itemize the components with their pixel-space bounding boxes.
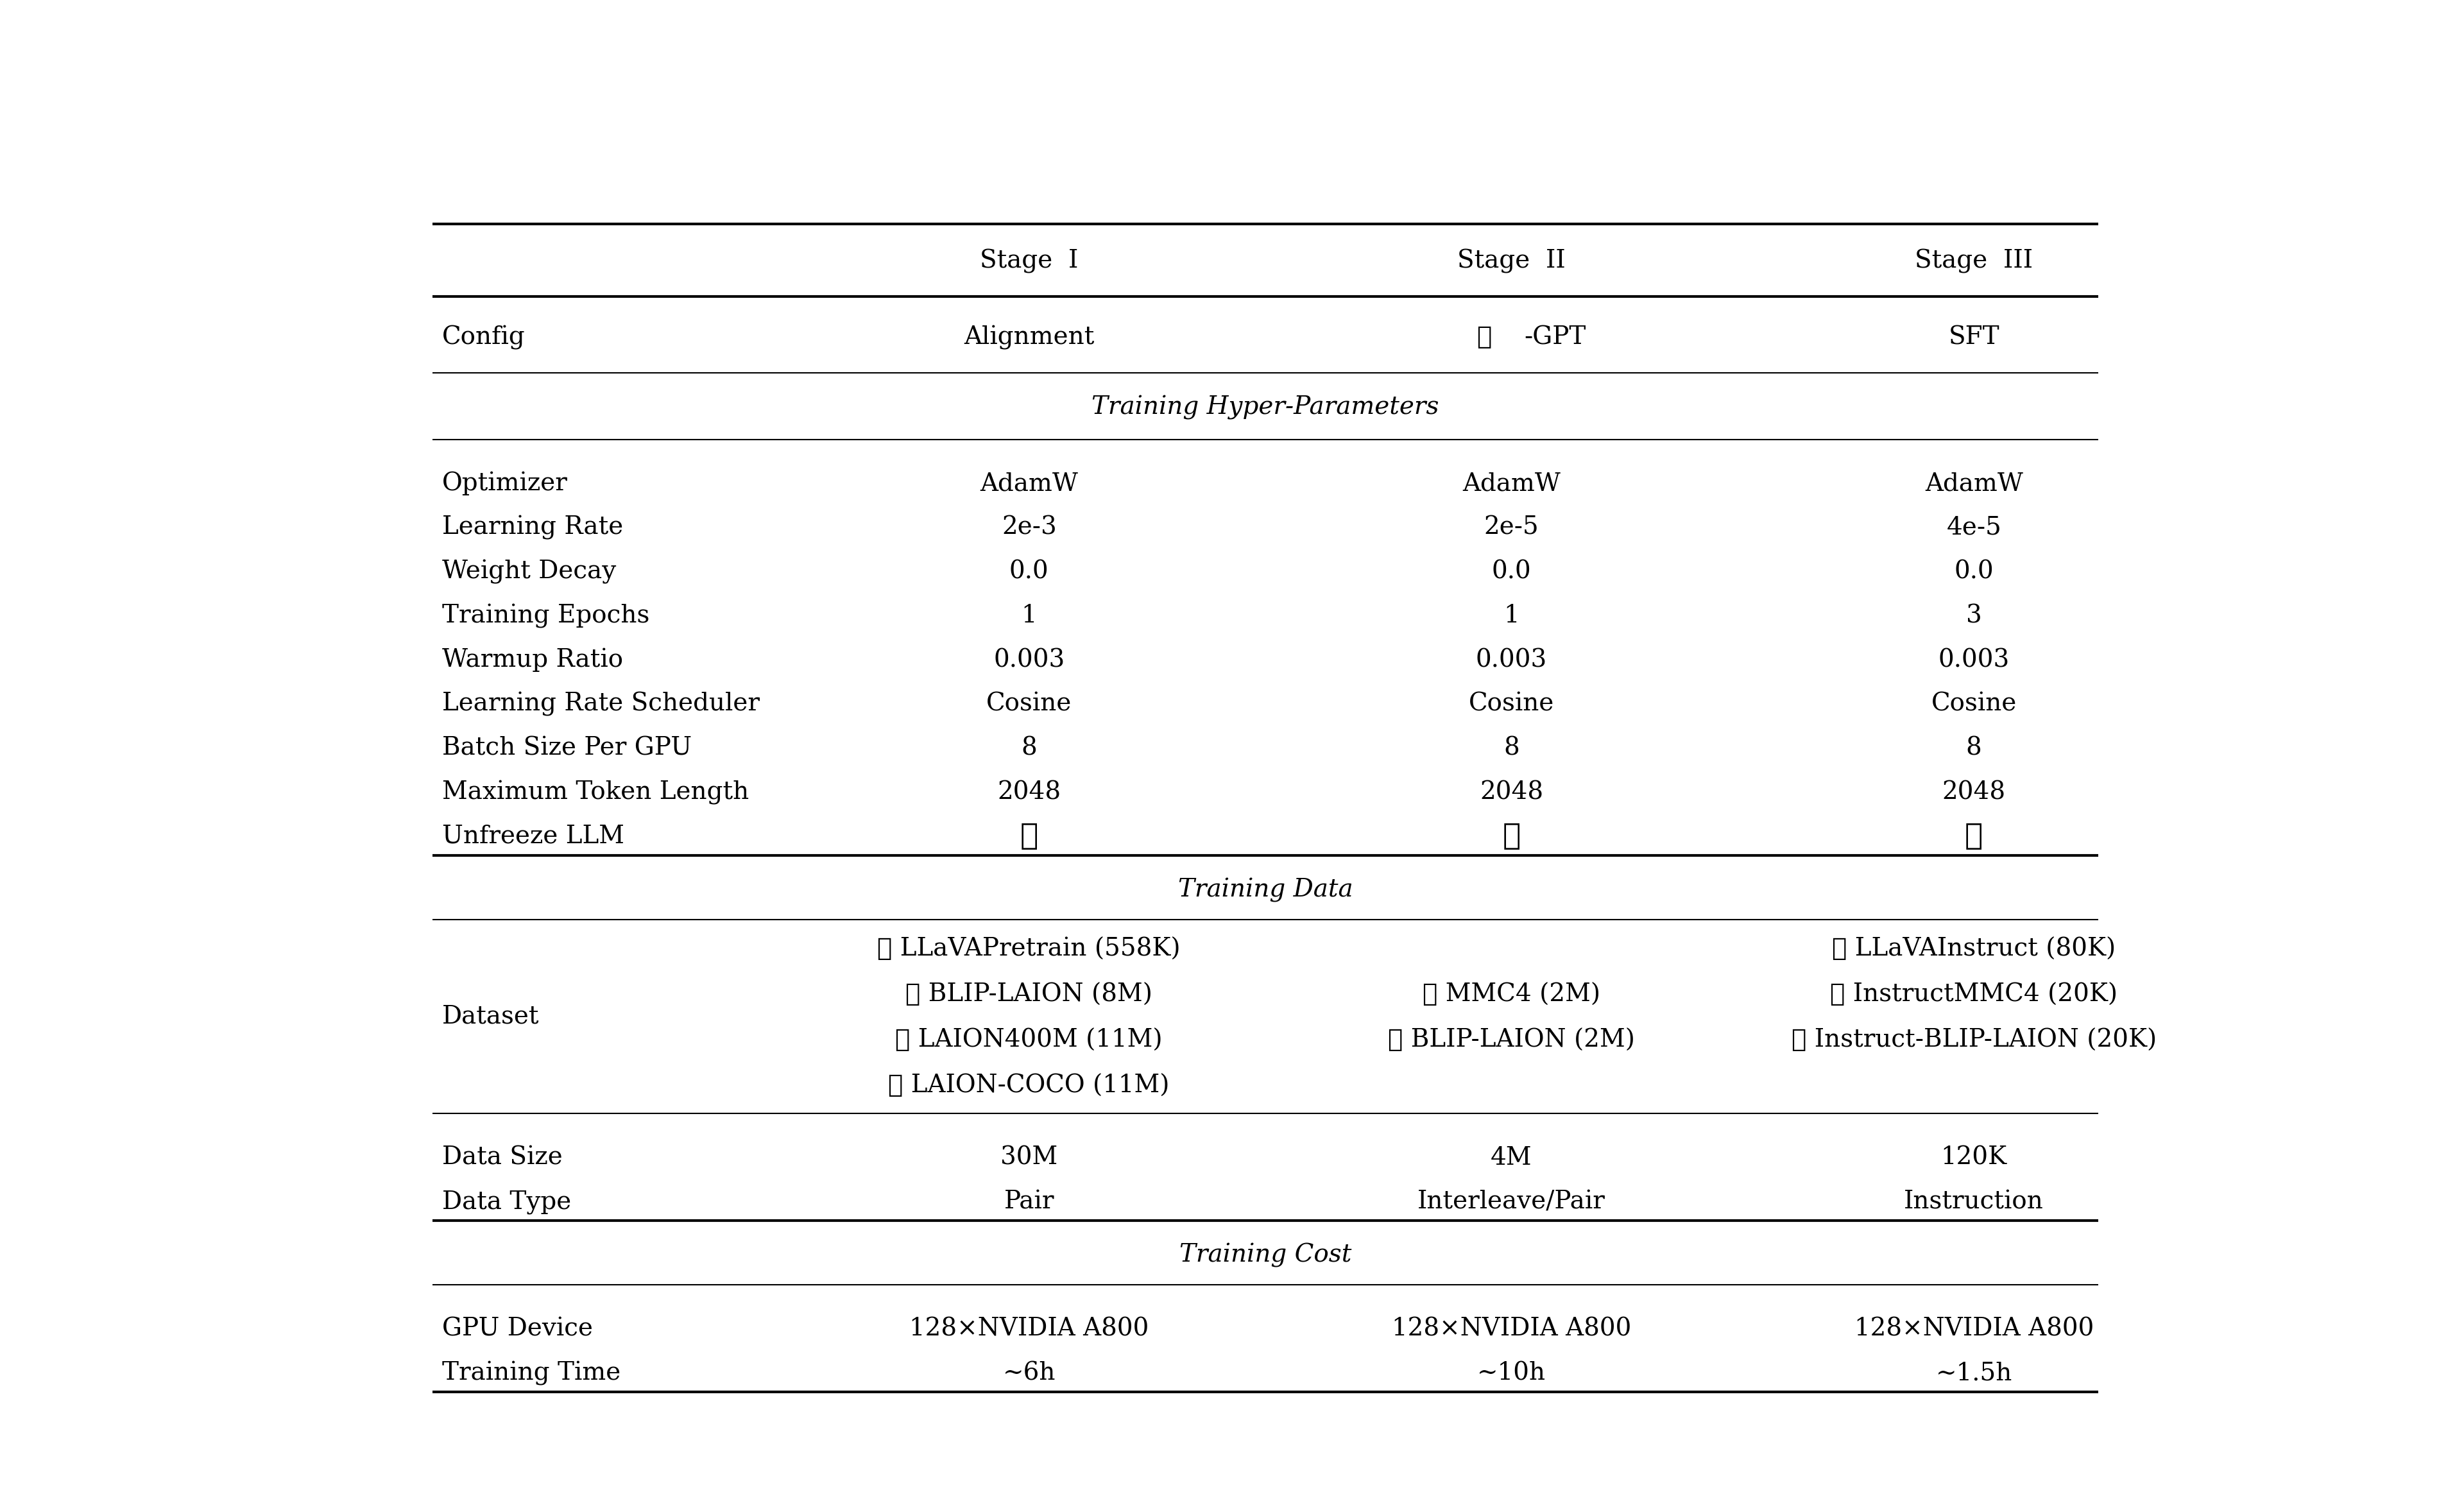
Text: Optimizer: Optimizer bbox=[441, 471, 569, 495]
Text: 0.0: 0.0 bbox=[1954, 560, 1993, 584]
Text: 128×NVIDIA A800: 128×NVIDIA A800 bbox=[909, 1316, 1148, 1340]
Text: 2048: 2048 bbox=[1481, 781, 1542, 805]
Text: Weight Decay: Weight Decay bbox=[441, 560, 616, 584]
Text: 128×NVIDIA A800: 128×NVIDIA A800 bbox=[1853, 1316, 2094, 1340]
Text: SFT: SFT bbox=[1949, 326, 1998, 350]
Text: Pair: Pair bbox=[1003, 1190, 1055, 1214]
Text: ∼10h: ∼10h bbox=[1476, 1361, 1545, 1385]
Text: ② BLIP-LAION (2M): ② BLIP-LAION (2M) bbox=[1387, 1028, 1636, 1052]
Text: ∼1.5h: ∼1.5h bbox=[1937, 1361, 2013, 1385]
Text: ④ LAION-COCO (11M): ④ LAION-COCO (11M) bbox=[890, 1073, 1170, 1097]
Text: 30M: 30M bbox=[1000, 1145, 1057, 1169]
Text: 2e-3: 2e-3 bbox=[1000, 516, 1057, 540]
Text: 1: 1 bbox=[1503, 603, 1520, 627]
Text: ① MMC4 (2M): ① MMC4 (2M) bbox=[1422, 983, 1599, 1007]
Text: AdamW: AdamW bbox=[1924, 471, 2023, 495]
Text: ✗: ✗ bbox=[1020, 821, 1037, 851]
Text: ③ LAION400M (11M): ③ LAION400M (11M) bbox=[894, 1028, 1163, 1052]
Text: Training Time: Training Time bbox=[441, 1361, 621, 1385]
Text: Alignment: Alignment bbox=[963, 326, 1094, 350]
Text: Training Hyper-Parameters: Training Hyper-Parameters bbox=[1092, 395, 1439, 420]
Text: 2048: 2048 bbox=[998, 781, 1062, 805]
Text: 0.003: 0.003 bbox=[1939, 648, 2011, 672]
Text: -GPT: -GPT bbox=[1523, 326, 1587, 350]
Text: ✓: ✓ bbox=[1503, 821, 1520, 851]
Text: 8: 8 bbox=[1966, 737, 1981, 760]
Text: Data Type: Data Type bbox=[441, 1190, 572, 1214]
Text: ② BLIP-LAION (8M): ② BLIP-LAION (8M) bbox=[907, 983, 1153, 1007]
Text: Data Size: Data Size bbox=[441, 1145, 562, 1169]
Text: 8: 8 bbox=[1503, 737, 1520, 760]
Text: Batch Size Per GPU: Batch Size Per GPU bbox=[441, 737, 692, 760]
Text: Training Data: Training Data bbox=[1178, 878, 1353, 902]
Text: 0.0: 0.0 bbox=[1491, 560, 1530, 584]
Text: ② InstructMMC4 (20K): ② InstructMMC4 (20K) bbox=[1831, 983, 2117, 1007]
Text: ∼6h: ∼6h bbox=[1003, 1361, 1055, 1385]
Text: Learning Rate: Learning Rate bbox=[441, 515, 623, 540]
Text: 4e-5: 4e-5 bbox=[1947, 516, 2001, 540]
Text: Training Epochs: Training Epochs bbox=[441, 603, 650, 627]
Text: 2e-5: 2e-5 bbox=[1483, 516, 1540, 540]
Text: ℱ: ℱ bbox=[1476, 326, 1491, 350]
Text: 3: 3 bbox=[1966, 603, 1981, 627]
Text: ③ Instruct-BLIP-LAION (20K): ③ Instruct-BLIP-LAION (20K) bbox=[1791, 1028, 2156, 1052]
Text: Unfreeze LLM: Unfreeze LLM bbox=[441, 824, 623, 848]
Text: 0.003: 0.003 bbox=[1476, 648, 1547, 672]
Text: Cosine: Cosine bbox=[1932, 692, 2016, 716]
Text: ① LLaVAInstruct (80K): ① LLaVAInstruct (80K) bbox=[1833, 937, 2117, 961]
Text: Stage  I: Stage I bbox=[981, 249, 1079, 273]
Text: Stage  II: Stage II bbox=[1456, 249, 1565, 273]
Text: AdamW: AdamW bbox=[1464, 471, 1560, 495]
Text: AdamW: AdamW bbox=[981, 471, 1079, 495]
Text: 1: 1 bbox=[1020, 603, 1037, 627]
Text: Learning Rate Scheduler: Learning Rate Scheduler bbox=[441, 692, 759, 716]
Text: Cosine: Cosine bbox=[1469, 692, 1555, 716]
Text: 128×NVIDIA A800: 128×NVIDIA A800 bbox=[1392, 1316, 1631, 1340]
Text: 0.003: 0.003 bbox=[993, 648, 1064, 672]
Text: Dataset: Dataset bbox=[441, 1004, 540, 1028]
Text: Maximum Token Length: Maximum Token Length bbox=[441, 781, 749, 805]
Text: 4M: 4M bbox=[1491, 1145, 1533, 1169]
Text: Warmup Ratio: Warmup Ratio bbox=[441, 648, 623, 672]
Text: ① LLaVAPretrain (558K): ① LLaVAPretrain (558K) bbox=[877, 937, 1180, 961]
Text: 0.0: 0.0 bbox=[1010, 560, 1050, 584]
Text: 120K: 120K bbox=[1942, 1145, 2008, 1169]
Text: GPU Device: GPU Device bbox=[441, 1316, 594, 1340]
Text: 2048: 2048 bbox=[1942, 781, 2006, 805]
Text: Config: Config bbox=[441, 326, 525, 350]
Text: Training Cost: Training Cost bbox=[1180, 1243, 1350, 1267]
Text: Cosine: Cosine bbox=[986, 692, 1072, 716]
Text: 8: 8 bbox=[1020, 737, 1037, 760]
Text: Interleave/Pair: Interleave/Pair bbox=[1417, 1190, 1607, 1214]
Text: ✓: ✓ bbox=[1964, 821, 1984, 851]
Text: Instruction: Instruction bbox=[1905, 1190, 2043, 1214]
Text: Stage  III: Stage III bbox=[1915, 249, 2033, 273]
